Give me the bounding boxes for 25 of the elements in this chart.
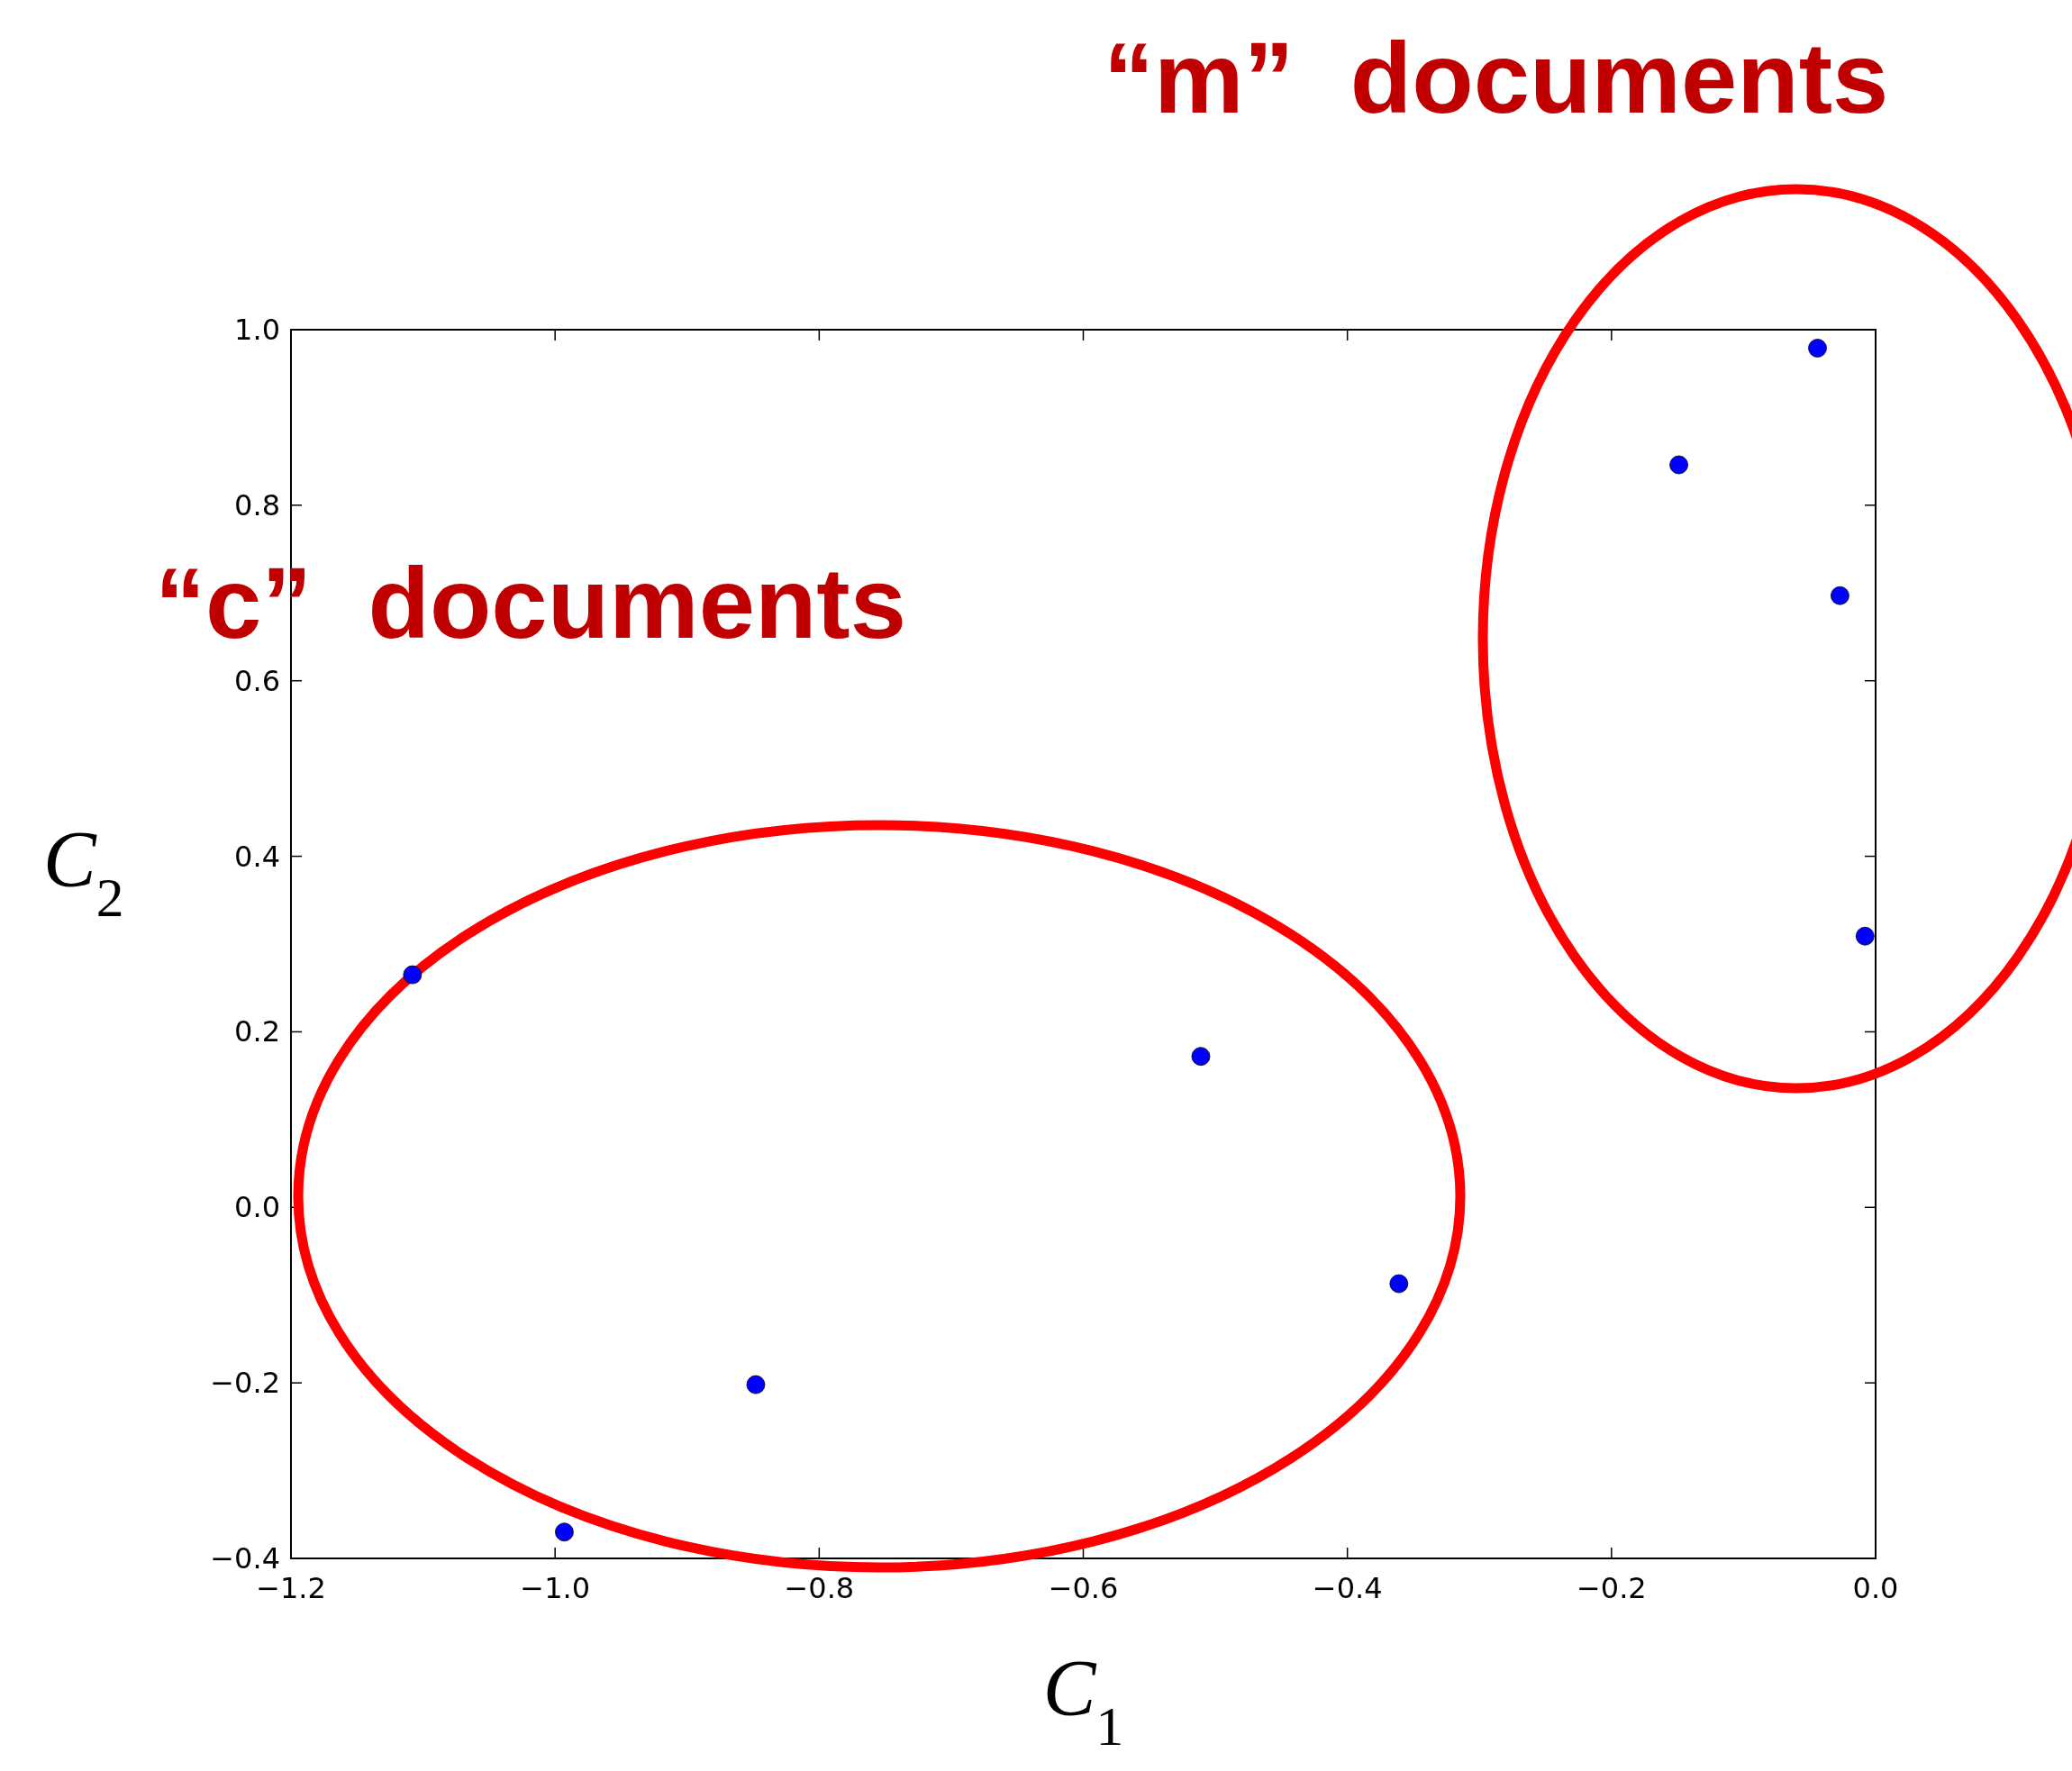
x-tick-label: −0.6	[1048, 1571, 1119, 1605]
point	[746, 1375, 766, 1394]
point	[1389, 1274, 1409, 1294]
point	[555, 1522, 574, 1542]
x-tick-label: −1.0	[520, 1571, 591, 1605]
y-tick-label: 0.8	[234, 487, 280, 522]
x-tick-label: −0.4	[1312, 1571, 1383, 1605]
point	[403, 965, 423, 985]
point	[1831, 586, 1849, 605]
point	[1808, 339, 1827, 358]
x-axis-title: C$_{1}$	[1042, 1644, 1124, 1757]
y-tick-label: 0.2	[234, 1014, 280, 1049]
x-tick-label: −0.2	[1576, 1571, 1647, 1605]
y-tick-label: 1.0	[234, 313, 280, 347]
x-tick-label: −0.8	[784, 1571, 855, 1605]
y-tick-label: 0.4	[234, 839, 280, 874]
y-tick-label: −0.2	[210, 1366, 280, 1401]
y-axis-title: C$_{2}$	[43, 815, 124, 928]
text: “m” documents	[1104, 22, 1889, 134]
point	[1669, 455, 1688, 475]
point	[1191, 1047, 1211, 1067]
y-tick-label: 0.0	[234, 1190, 280, 1225]
x-tick-label: 0.0	[1852, 1571, 1899, 1605]
y-tick-label: 0.6	[234, 663, 280, 698]
point	[1855, 926, 1875, 946]
